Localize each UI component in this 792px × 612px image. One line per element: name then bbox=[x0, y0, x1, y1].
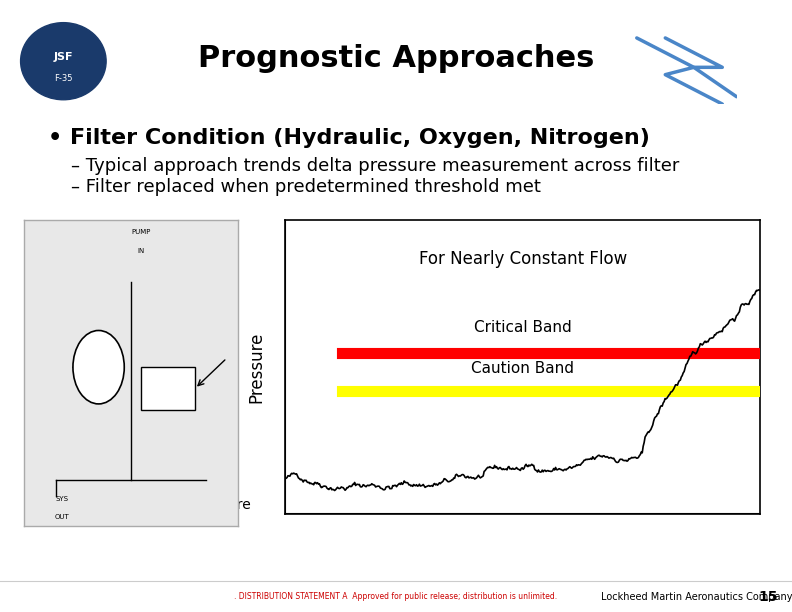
Text: Pressure: Pressure bbox=[248, 332, 265, 403]
Text: – Typical approach trends delta pressure measurement across filter: – Typical approach trends delta pressure… bbox=[71, 157, 680, 176]
Circle shape bbox=[73, 330, 124, 404]
Circle shape bbox=[21, 23, 106, 100]
Text: For Nearly Constant Flow: For Nearly Constant Flow bbox=[419, 250, 626, 267]
Text: . DISTRIBUTION STATEMENT A  Approved for public release; distribution is unlimit: . DISTRIBUTION STATEMENT A Approved for … bbox=[234, 592, 558, 601]
Text: JSF: JSF bbox=[54, 52, 73, 62]
Text: 15: 15 bbox=[759, 590, 778, 603]
Text: Lockheed Martin Aeronautics Company: Lockheed Martin Aeronautics Company bbox=[601, 592, 792, 602]
Bar bbox=[142, 367, 195, 410]
Text: SYS: SYS bbox=[55, 496, 69, 502]
Text: Time: Time bbox=[455, 490, 497, 508]
Text: – Filter replaced when predetermined threshold met: – Filter replaced when predetermined thr… bbox=[71, 177, 541, 196]
Text: Critical Band: Critical Band bbox=[474, 320, 572, 335]
Text: Prognostic Approaches: Prognostic Approaches bbox=[198, 43, 594, 73]
Text: F-35: F-35 bbox=[54, 74, 73, 83]
Text: IN: IN bbox=[138, 248, 145, 254]
Text: OUT: OUT bbox=[55, 514, 70, 520]
Text: PUMP: PUMP bbox=[131, 230, 151, 236]
Text: Filter: Filter bbox=[53, 498, 88, 512]
Text: • Filter Condition (Hydraulic, Oxygen, Nitrogen): • Filter Condition (Hydraulic, Oxygen, N… bbox=[48, 128, 649, 147]
Text: Delta Pressure: Delta Pressure bbox=[150, 498, 251, 512]
Text: Caution Band: Caution Band bbox=[471, 361, 574, 376]
